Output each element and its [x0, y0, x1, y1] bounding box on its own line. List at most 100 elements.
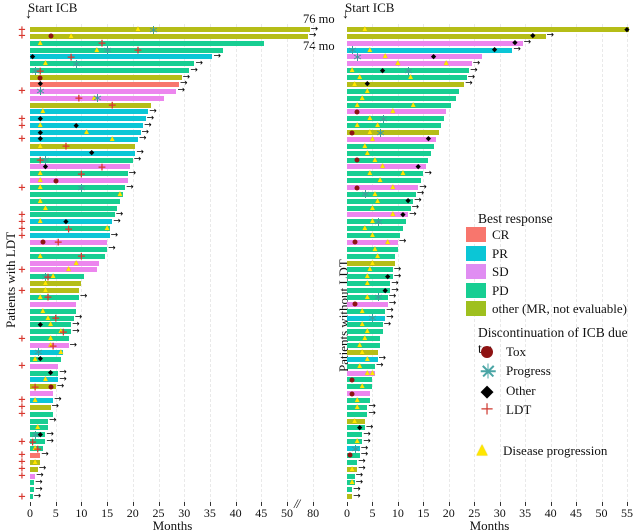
ongoing-arrow-icon: → — [353, 484, 361, 495]
ongoing-arrow-icon: → — [115, 209, 124, 220]
ongoing-arrow-icon: → — [33, 491, 42, 502]
legend-item-label: Other — [506, 383, 536, 398]
swimmer-bar — [30, 404, 51, 410]
disease-progression-marker: ▲ — [358, 92, 367, 102]
other-discontinuation-marker: ◆ — [425, 134, 432, 143]
disease-progression-marker: ▲ — [64, 264, 73, 274]
ongoing-arrow-icon: → — [310, 24, 319, 34]
swimmer-bar — [347, 281, 391, 287]
ldt-marker: + — [66, 50, 76, 64]
swimmer-bar — [30, 466, 38, 472]
gridline — [474, 24, 476, 502]
ldt-marker: + — [30, 380, 40, 394]
swimmer-bar — [347, 294, 388, 300]
ldt-marker: + — [76, 167, 86, 181]
swimmer-bar — [30, 322, 72, 328]
ongoing-arrow-icon: → — [470, 65, 478, 76]
swimmer-bar — [30, 370, 59, 376]
disease-progression-marker: ▲ — [363, 278, 372, 288]
ongoing-arrow-icon: → — [358, 463, 366, 474]
ldt-marker: + — [48, 339, 58, 353]
axis-tick — [372, 502, 374, 506]
ldt-marker: + — [35, 64, 45, 78]
ongoing-arrow-icon: → — [419, 182, 427, 192]
ongoing-arrow-icon: → — [146, 113, 155, 124]
swimmer-bar — [347, 411, 368, 417]
disease-progression-marker: ▲ — [49, 271, 58, 281]
ongoing-arrow-icon: → — [180, 78, 188, 89]
pre-start-ldt-marker: + — [17, 333, 27, 345]
legend-item-label: SD — [492, 264, 509, 279]
ongoing-arrow-icon: → — [46, 436, 54, 447]
swimmer-bar — [30, 33, 308, 39]
disease-progression-marker: ▲ — [82, 127, 91, 137]
other-discontinuation-marker: ◆ — [37, 134, 43, 143]
ongoing-arrow-icon: → — [48, 415, 57, 426]
ongoing-arrow-icon: → — [128, 168, 137, 179]
axis-tick — [550, 502, 552, 506]
ldt-marker: + — [63, 222, 74, 236]
disease-progression-marker: ▲ — [371, 188, 379, 198]
swimmer-bar — [30, 253, 105, 259]
ongoing-arrow-icon: → — [360, 443, 369, 454]
disease-progression-marker: ▲ — [363, 271, 372, 281]
disease-progression-marker: ▲ — [368, 216, 377, 226]
swimmer-bar — [347, 47, 513, 53]
duration-note-74mo: 74 mo — [303, 39, 335, 53]
pre-start-ldt-marker: + — [17, 491, 27, 503]
swimmer-bar — [30, 47, 223, 53]
disease-progression-marker: ▲ — [36, 216, 45, 226]
disease-progression-marker: ▲ — [36, 291, 45, 301]
swimmer-bar — [347, 315, 386, 321]
axis-tick — [474, 502, 476, 506]
legend-item-label: LDT — [506, 402, 532, 417]
ongoing-arrow-icon: → — [182, 72, 191, 83]
axis-tick — [626, 502, 628, 506]
disease-progression-marker: ▲ — [36, 140, 45, 150]
legend-item-sd: SD — [466, 263, 640, 281]
other-discontinuation-marker: ◆ — [37, 430, 43, 439]
panel-patients-with-ldt: 0 5 10 15 20 25 30 35 40 45 50 80 + ▲ → + ▲ → ▲ + ▲ + ◆ + → ▲ → + → →… — [18, 0, 330, 532]
disease-progression-marker: ▲ — [115, 188, 124, 198]
disease-progression-marker: ▲ — [388, 106, 397, 116]
y-axis-label-left: Patients with LDT — [3, 231, 18, 328]
axis-tick — [525, 502, 527, 506]
swimmer-bar — [30, 267, 97, 273]
ongoing-arrow-icon: → — [386, 312, 394, 323]
swimmer-bar — [347, 425, 365, 431]
ldt-marker: + — [76, 249, 86, 263]
gridline — [397, 24, 399, 502]
swimmer-bar — [30, 384, 56, 390]
swimmer-bar — [30, 439, 46, 445]
other-discontinuation-marker: ◆ — [357, 423, 363, 432]
swimmer-bar — [347, 363, 375, 369]
swimmer-bar — [30, 294, 79, 300]
ongoing-arrow-icon: → — [375, 360, 384, 371]
disease-progression-triangle-icon: ▲ — [472, 439, 492, 461]
disease-progression-marker: ▲ — [353, 436, 362, 446]
progress-marker — [41, 272, 50, 281]
ongoing-arrow-icon: → — [383, 319, 392, 330]
ongoing-arrow-icon: → — [416, 188, 425, 199]
ongoing-arrow-icon: → — [110, 230, 119, 241]
swimmer-bar — [347, 75, 467, 81]
tox-marker — [352, 239, 358, 245]
disease-progression-marker: ▲ — [41, 202, 50, 212]
swimmer-bar — [30, 233, 110, 239]
swimmer-bar — [347, 370, 375, 376]
disease-progression-marker: ▲ — [355, 72, 364, 82]
ongoing-arrow-icon: → — [409, 209, 417, 220]
disease-progression-marker: ▲ — [41, 285, 50, 295]
disease-progression-marker: ▲ — [56, 346, 65, 356]
ongoing-arrow-icon: → — [513, 44, 521, 55]
gridline — [626, 24, 628, 502]
other-discontinuation-marker: ◆ — [42, 162, 49, 171]
swimmer-bar — [30, 178, 128, 184]
axis-tick — [499, 502, 501, 506]
tox-marker — [354, 109, 360, 115]
disease-progression-marker: ▲ — [36, 250, 45, 260]
axis-tick-label: 80 — [307, 506, 320, 520]
x-axis-break-mark: // — [294, 496, 300, 511]
gridline — [158, 24, 160, 502]
gridline — [287, 24, 288, 502]
